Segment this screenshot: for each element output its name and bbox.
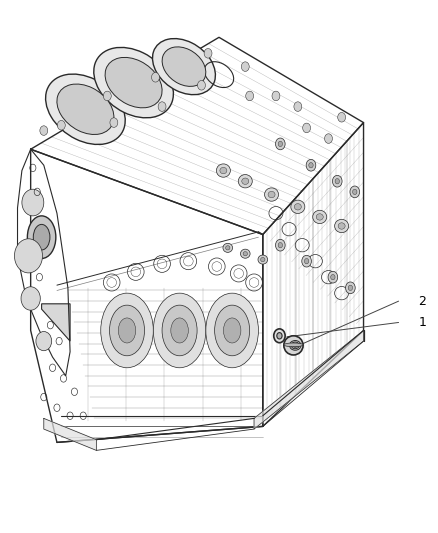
Text: 2: 2 <box>418 295 426 308</box>
Circle shape <box>335 179 339 184</box>
Circle shape <box>21 287 40 310</box>
Ellipse shape <box>338 223 345 229</box>
Ellipse shape <box>242 178 249 184</box>
Ellipse shape <box>206 293 258 368</box>
Circle shape <box>57 120 65 130</box>
Ellipse shape <box>265 188 279 201</box>
Ellipse shape <box>294 204 301 210</box>
Circle shape <box>332 175 342 187</box>
Ellipse shape <box>220 167 227 174</box>
Circle shape <box>276 239 285 251</box>
Circle shape <box>303 123 311 133</box>
Ellipse shape <box>101 293 153 368</box>
Ellipse shape <box>152 38 215 95</box>
Ellipse shape <box>240 249 250 258</box>
Circle shape <box>278 243 283 248</box>
Circle shape <box>309 163 313 168</box>
Ellipse shape <box>268 191 275 198</box>
Ellipse shape <box>284 343 303 346</box>
Ellipse shape <box>105 58 162 108</box>
Ellipse shape <box>335 220 349 233</box>
Circle shape <box>152 72 159 82</box>
Circle shape <box>294 102 302 111</box>
Ellipse shape <box>243 252 247 256</box>
Ellipse shape <box>46 74 125 144</box>
Circle shape <box>302 255 311 267</box>
Circle shape <box>14 239 42 273</box>
Ellipse shape <box>261 257 265 262</box>
Circle shape <box>198 80 205 90</box>
Circle shape <box>158 102 166 111</box>
Ellipse shape <box>162 47 206 86</box>
Polygon shape <box>42 304 70 341</box>
Circle shape <box>338 112 346 122</box>
Ellipse shape <box>258 255 268 264</box>
Ellipse shape <box>316 214 323 220</box>
Circle shape <box>346 282 355 294</box>
Ellipse shape <box>215 305 250 356</box>
Ellipse shape <box>313 211 327 224</box>
Ellipse shape <box>216 164 230 177</box>
Circle shape <box>40 126 48 135</box>
Ellipse shape <box>223 318 241 343</box>
Circle shape <box>110 118 118 127</box>
Ellipse shape <box>226 246 230 250</box>
Ellipse shape <box>291 200 305 214</box>
Circle shape <box>204 49 212 58</box>
Ellipse shape <box>27 216 56 259</box>
Circle shape <box>278 141 283 147</box>
Circle shape <box>328 271 338 283</box>
Polygon shape <box>44 418 96 450</box>
Circle shape <box>36 332 52 351</box>
Ellipse shape <box>162 305 197 356</box>
Polygon shape <box>254 330 364 429</box>
Ellipse shape <box>153 293 206 368</box>
Text: 1: 1 <box>418 316 426 329</box>
Circle shape <box>241 62 249 71</box>
Circle shape <box>272 91 280 101</box>
Ellipse shape <box>171 318 188 343</box>
Circle shape <box>350 186 360 198</box>
Ellipse shape <box>57 84 114 134</box>
Ellipse shape <box>238 174 252 188</box>
Circle shape <box>103 91 111 101</box>
Circle shape <box>325 134 332 143</box>
Circle shape <box>276 138 285 150</box>
Circle shape <box>22 189 44 216</box>
Ellipse shape <box>110 305 145 356</box>
Ellipse shape <box>118 318 136 343</box>
Circle shape <box>277 333 282 339</box>
Circle shape <box>246 91 254 101</box>
Ellipse shape <box>284 336 303 355</box>
Circle shape <box>306 159 316 171</box>
Circle shape <box>331 274 335 280</box>
Circle shape <box>353 189 357 195</box>
Ellipse shape <box>33 224 50 250</box>
Ellipse shape <box>223 243 233 253</box>
Circle shape <box>274 329 285 343</box>
Circle shape <box>304 259 309 264</box>
Ellipse shape <box>94 47 173 118</box>
Circle shape <box>348 285 353 290</box>
